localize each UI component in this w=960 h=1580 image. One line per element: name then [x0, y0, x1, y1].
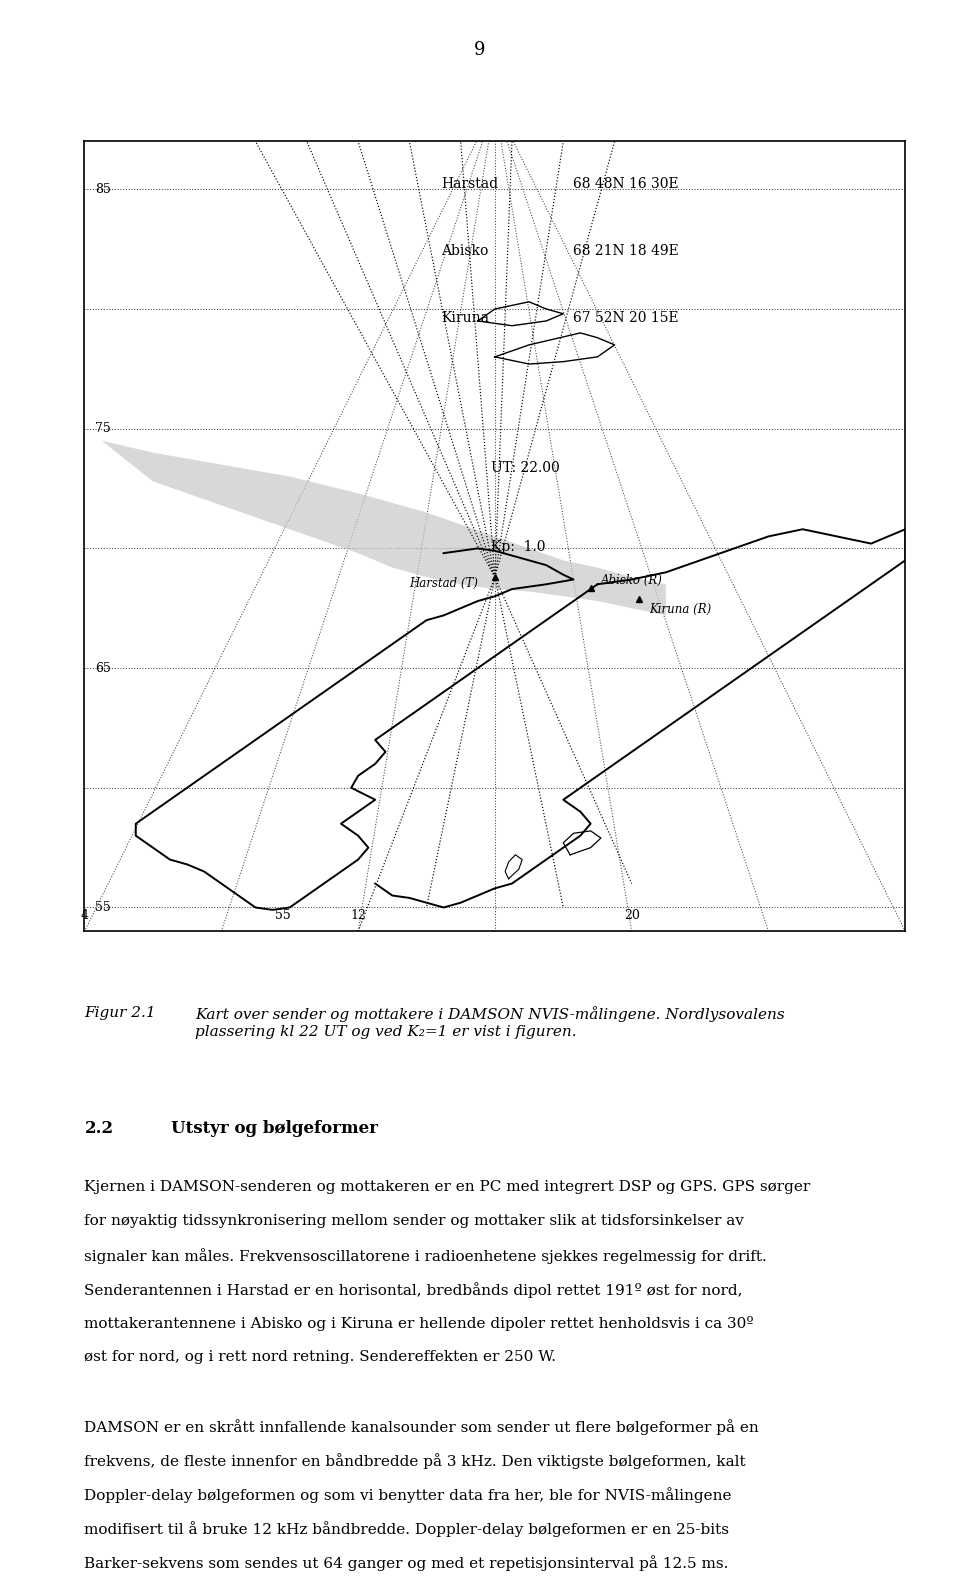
- Text: 20: 20: [624, 908, 639, 921]
- Text: 55: 55: [95, 901, 110, 913]
- Text: for nøyaktig tidssynkronisering mellom sender og mottaker slik at tidsforsinkels: for nøyaktig tidssynkronisering mellom s…: [84, 1213, 744, 1228]
- Text: Abisko: Abisko: [442, 243, 489, 258]
- Text: 12: 12: [350, 908, 366, 921]
- Text: 68 48N 16 30E: 68 48N 16 30E: [573, 177, 679, 191]
- Text: 9: 9: [474, 41, 486, 58]
- Text: Kiruna: Kiruna: [442, 311, 490, 325]
- Text: Figur 2.1: Figur 2.1: [84, 1006, 156, 1021]
- Text: signaler kan måles. Frekvensoscillatorene i radioenhetene sjekkes regelmessig fo: signaler kan måles. Frekvensoscillatoren…: [84, 1248, 767, 1264]
- Text: 55: 55: [275, 908, 291, 921]
- Text: Kiruna (R): Kiruna (R): [649, 602, 711, 616]
- Text: øst for nord, og i rett nord retning. Sendereffekten er 250 W.: øst for nord, og i rett nord retning. Se…: [84, 1349, 557, 1364]
- Text: 67 52N 20 15E: 67 52N 20 15E: [573, 311, 679, 325]
- Text: 4: 4: [81, 908, 88, 921]
- Text: modifisert til å bruke 12 kHz båndbredde. Doppler-delay bølgeformen er en 25-bit: modifisert til å bruke 12 kHz båndbredde…: [84, 1520, 730, 1537]
- Text: DAMSON er en skrått innfallende kanalsounder som sender ut flere bølgeformer på : DAMSON er en skrått innfallende kanalsou…: [84, 1419, 759, 1435]
- Text: frekvens, de fleste innenfor en båndbredde på 3 kHz. Den viktigste bølgeformen, : frekvens, de fleste innenfor en båndbred…: [84, 1454, 746, 1469]
- Text: Abisko (R): Abisko (R): [601, 574, 662, 588]
- Text: Harstad: Harstad: [442, 177, 498, 191]
- Text: Harstad (T): Harstad (T): [409, 577, 478, 589]
- Text: Barker-sekvens som sendes ut 64 ganger og med et repetisjonsinterval på 12.5 ms.: Barker-sekvens som sendes ut 64 ganger o…: [84, 1555, 729, 1571]
- Text: Kart over sender og mottakere i DAMSON NVIS-målingene. Nordlysovalens
plassering: Kart over sender og mottakere i DAMSON N…: [195, 1006, 784, 1038]
- Text: Kjernen i DAMSON-senderen og mottakeren er en PC med integrert DSP og GPS. GPS s: Kjernen i DAMSON-senderen og mottakeren …: [84, 1180, 811, 1194]
- Text: UT: 22.00: UT: 22.00: [491, 461, 560, 476]
- Polygon shape: [102, 441, 666, 616]
- Text: 68 21N 18 49E: 68 21N 18 49E: [573, 243, 679, 258]
- Text: Kp:  1.0: Kp: 1.0: [491, 540, 545, 555]
- Text: Senderantennen i Harstad er en horisontal, bredbånds dipol rettet 191º øst for n: Senderantennen i Harstad er en horisonta…: [84, 1283, 743, 1299]
- Text: mottakerantennene i Abisko og i Kiruna er hellende dipoler rettet henholdsvis i : mottakerantennene i Abisko og i Kiruna e…: [84, 1316, 755, 1330]
- Text: 2.2: 2.2: [84, 1120, 113, 1138]
- Text: 75: 75: [95, 422, 110, 434]
- Text: Utstyr og bølgeformer: Utstyr og bølgeformer: [171, 1120, 378, 1138]
- Text: 85: 85: [95, 183, 110, 196]
- Text: Doppler-delay bølgeformen og som vi benytter data fra her, ble for NVIS-målingen: Doppler-delay bølgeformen og som vi beny…: [84, 1487, 732, 1503]
- Text: 65: 65: [95, 662, 110, 675]
